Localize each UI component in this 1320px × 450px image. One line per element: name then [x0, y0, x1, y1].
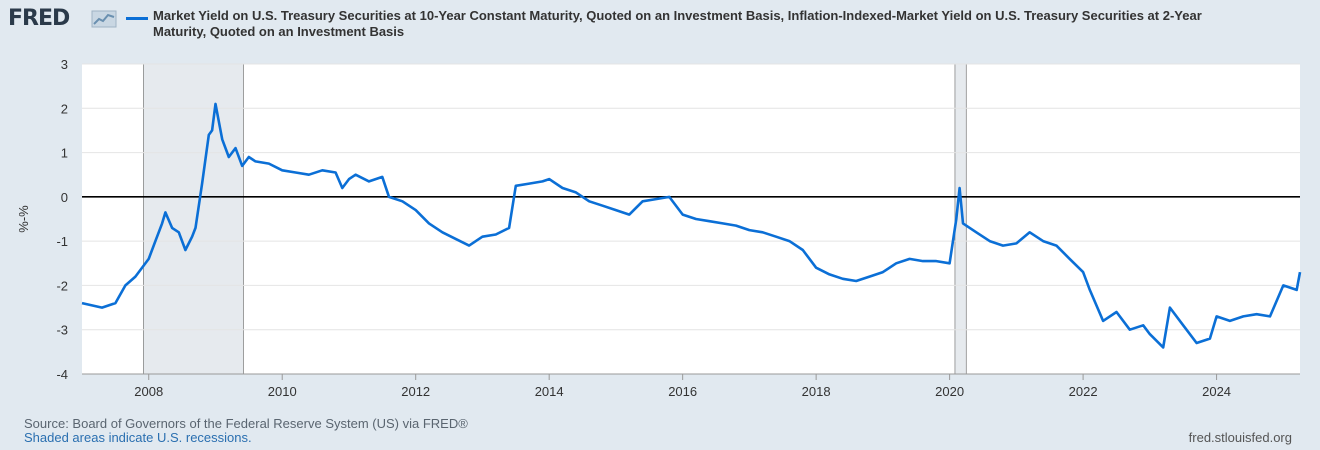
y-tick-label: -3 — [56, 323, 68, 338]
plot-area — [82, 64, 1300, 374]
recession-band-0 — [143, 63, 244, 375]
y-tick-label: -4 — [56, 367, 68, 382]
fred-logo[interactable]: FRED — [8, 6, 70, 31]
legend-title: Market Yield on U.S. Treasury Securities… — [153, 8, 1320, 40]
x-tick-label: 2024 — [1202, 384, 1231, 399]
chart-header: FRED Market Yield on U.S. Treasury Secur… — [0, 0, 1320, 52]
series-line — [81, 102, 1302, 349]
y-tick-label: 3 — [61, 57, 68, 72]
x-tick-label: 2016 — [668, 384, 697, 399]
legend-title-line-2: Maturity, Quoted on an Investment Basis — [153, 24, 405, 39]
y-tick-label: 0 — [61, 190, 68, 205]
source-note: Source: Board of Governors of the Federa… — [24, 416, 468, 431]
x-tick-label: 2018 — [802, 384, 831, 399]
legend-swatch — [126, 17, 148, 20]
recession-note-link[interactable]: Shaded areas indicate U.S. recessions. — [24, 430, 252, 445]
y-tick-label: -1 — [56, 234, 68, 249]
legend-title-line-1: Market Yield on U.S. Treasury Securities… — [153, 8, 1202, 23]
x-tick-label: 2022 — [1069, 384, 1098, 399]
x-tick-label: 2010 — [268, 384, 297, 399]
fred-url[interactable]: fred.stlouisfed.org — [1188, 430, 1292, 445]
x-tick-label: 2014 — [535, 384, 564, 399]
x-tick-label: 2020 — [935, 384, 964, 399]
y-tick-label: 1 — [61, 146, 68, 161]
y-axis-label: %-% — [16, 205, 31, 233]
y-tick-label: -2 — [56, 278, 68, 293]
x-tick-label: 2008 — [134, 384, 163, 399]
chart-line-icon — [91, 10, 117, 28]
y-tick-label: 2 — [61, 101, 68, 116]
x-tick-label: 2012 — [401, 384, 430, 399]
chart: 3 2 1 0 -1 -2 -3 -4 2008 2010 2012 2014 2016 2018 2020… — [16, 57, 1302, 399]
